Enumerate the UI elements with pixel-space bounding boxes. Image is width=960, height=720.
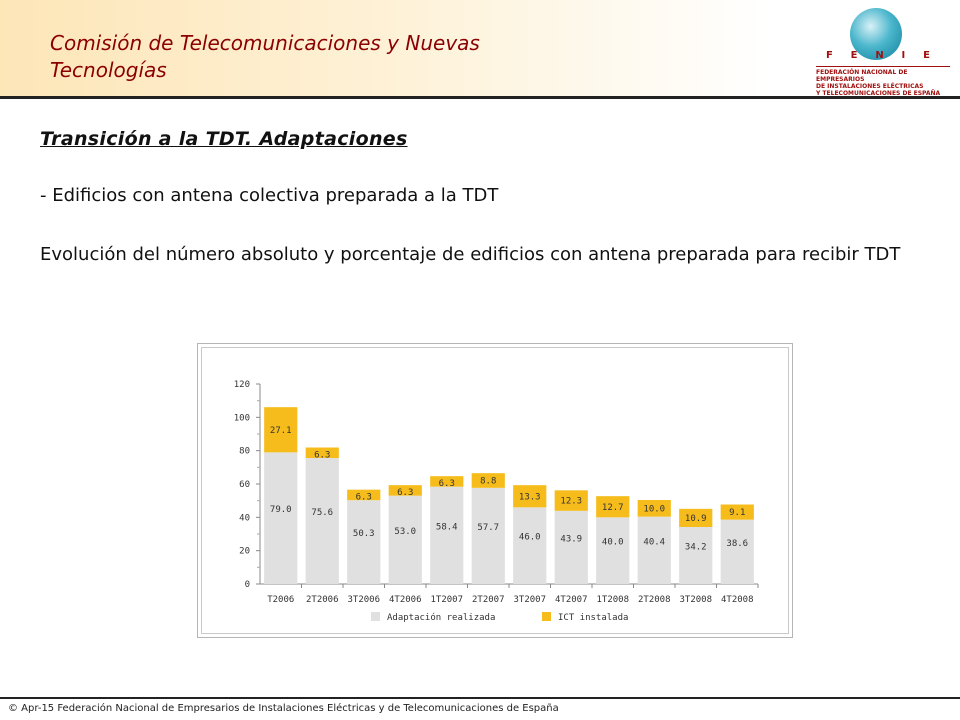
data-label-adaptacion: 40.0 (602, 538, 624, 548)
stacked-bar-chart: 0 20 40 60 80 100 120 79.0 27.1 T2006 75.6 6.3 2T200… (234, 380, 759, 623)
logo-subtitle-line: FEDERACIÓN NACIONAL DE EMPRESARIOS (816, 69, 908, 83)
data-label-ict: 6.3 (397, 488, 413, 498)
bar-adaptacion-realizada (596, 517, 630, 584)
x-tick-label: 1T2007 (430, 595, 463, 605)
x-tick-label: 3T2008 (679, 595, 712, 605)
bar-adaptacion-realizada (720, 519, 754, 584)
legend-label-adaptacion: Adaptación realizada (387, 612, 495, 623)
y-tick-label: 60 (239, 480, 250, 490)
bar-ict-instalada (471, 473, 505, 488)
bar-adaptacion-realizada (637, 516, 671, 584)
data-label-ict: 6.3 (356, 493, 372, 503)
bar-adaptacion-realizada (305, 458, 339, 584)
x-tick-label: 2T2006 (306, 595, 339, 605)
header-band (0, 0, 960, 96)
logo-globe-icon (850, 8, 902, 60)
data-label-adaptacion: 57.7 (477, 523, 499, 533)
bar-ict-instalada (596, 496, 630, 518)
description-paragraph: Evolución del número absoluto y porcenta… (40, 244, 901, 265)
logo-subtitle-line: Y TELECOMUNICACIONES DE ESPAÑA (816, 90, 941, 97)
logo-letter: E (923, 50, 930, 61)
logo-rule (816, 66, 950, 67)
bar-ict-instalada (305, 447, 339, 458)
x-tick-label: 2T2007 (472, 595, 505, 605)
bar-adaptacion-realizada (264, 452, 298, 584)
bar-adaptacion-realizada (388, 495, 422, 584)
x-tick-label: T2006 (267, 595, 294, 605)
bar-adaptacion-realizada (471, 487, 505, 584)
bar-ict-instalada (388, 485, 422, 496)
data-label-ict: 13.3 (519, 492, 541, 502)
logo-letter: F (826, 50, 833, 61)
legend-swatch-adaptacion (371, 612, 380, 621)
section-title: Transición a la TDT. Adaptaciones (40, 128, 408, 150)
data-label-adaptacion: 34.2 (685, 543, 707, 553)
y-tick-label: 80 (239, 447, 250, 457)
footer-copyright: © Apr-15 Federación Nacional de Empresar… (8, 703, 559, 714)
data-label-adaptacion: 53.0 (394, 527, 416, 537)
data-label-adaptacion: 46.0 (519, 533, 541, 543)
bullet-text: - Edificios con antena colectiva prepara… (40, 185, 499, 206)
data-label-adaptacion: 75.6 (311, 508, 333, 518)
x-tick-label: 1T2008 (596, 595, 629, 605)
bar-ict-instalada (637, 500, 671, 517)
x-tick-label: 3T2007 (513, 595, 546, 605)
data-label-ict: 10.9 (685, 514, 707, 524)
data-label-adaptacion: 43.9 (560, 534, 582, 544)
y-tick-label: 0 (245, 580, 250, 590)
bar-ict-instalada (513, 485, 547, 508)
bar-adaptacion-realizada (430, 486, 464, 584)
data-label-adaptacion: 40.4 (643, 537, 665, 547)
x-tick-label: 2T2008 (638, 595, 671, 605)
data-label-ict: 27.1 (270, 426, 292, 436)
bar-adaptacion-realizada (679, 527, 713, 584)
y-tick-label: 120 (234, 380, 250, 390)
header-title: Comisión de Telecomunicaciones y Nuevas … (50, 31, 480, 82)
data-label-adaptacion: 50.3 (353, 529, 375, 539)
x-tick-label: 4T2007 (555, 595, 588, 605)
bar-ict-instalada (347, 489, 381, 501)
logo-letter: E (850, 50, 858, 61)
data-label-ict: 12.7 (602, 503, 624, 513)
data-label-ict: 12.3 (560, 497, 582, 507)
logo-subtitle: FEDERACIÓN NACIONAL DE EMPRESARIOS DE IN… (816, 69, 956, 97)
logo-letters: F E N I E (826, 50, 930, 64)
bar-ict-instalada (720, 504, 754, 520)
y-tick-label: 100 (234, 413, 250, 423)
x-tick-label: 4T2008 (721, 595, 754, 605)
logo-letter: I (901, 50, 906, 61)
bar-adaptacion-realizada (554, 510, 588, 584)
data-label-adaptacion: 79.0 (270, 505, 292, 515)
chart-frame: 0 20 40 60 80 100 120 79.0 27.1 T2006 75.6 6.3 2T200… (197, 343, 793, 638)
bar-adaptacion-realizada (513, 507, 547, 584)
bar-ict-instalada (430, 476, 464, 487)
data-label-ict: 10.0 (643, 504, 665, 514)
bar-ict-instalada (554, 490, 588, 511)
legend-label-ict: ICT instalada (558, 613, 628, 623)
bar-ict-instalada (264, 407, 298, 453)
x-tick-label: 3T2006 (347, 595, 380, 605)
header-divider (0, 96, 960, 99)
legend-swatch-ict (542, 612, 551, 621)
fenie-logo: F E N I E FEDERACIÓN NACIONAL DE EMPRESA… (800, 6, 960, 97)
y-tick-label: 20 (239, 547, 250, 557)
data-label-ict: 6.3 (439, 479, 455, 489)
data-label-ict: 8.8 (480, 477, 496, 487)
bar-adaptacion-realizada (347, 500, 381, 584)
data-label-adaptacion: 38.6 (726, 539, 748, 549)
bar-ict-instalada (679, 508, 713, 527)
data-label-ict: 6.3 (314, 451, 330, 461)
logo-subtitle-line: DE INSTALACIONES ELÉCTRICAS (816, 83, 924, 90)
y-tick-label: 40 (239, 513, 250, 523)
data-label-ict: 9.1 (729, 508, 745, 518)
logo-letter: N (875, 50, 884, 61)
footer-divider (0, 697, 960, 699)
x-tick-label: 4T2006 (389, 595, 422, 605)
data-label-adaptacion: 58.4 (436, 522, 458, 532)
